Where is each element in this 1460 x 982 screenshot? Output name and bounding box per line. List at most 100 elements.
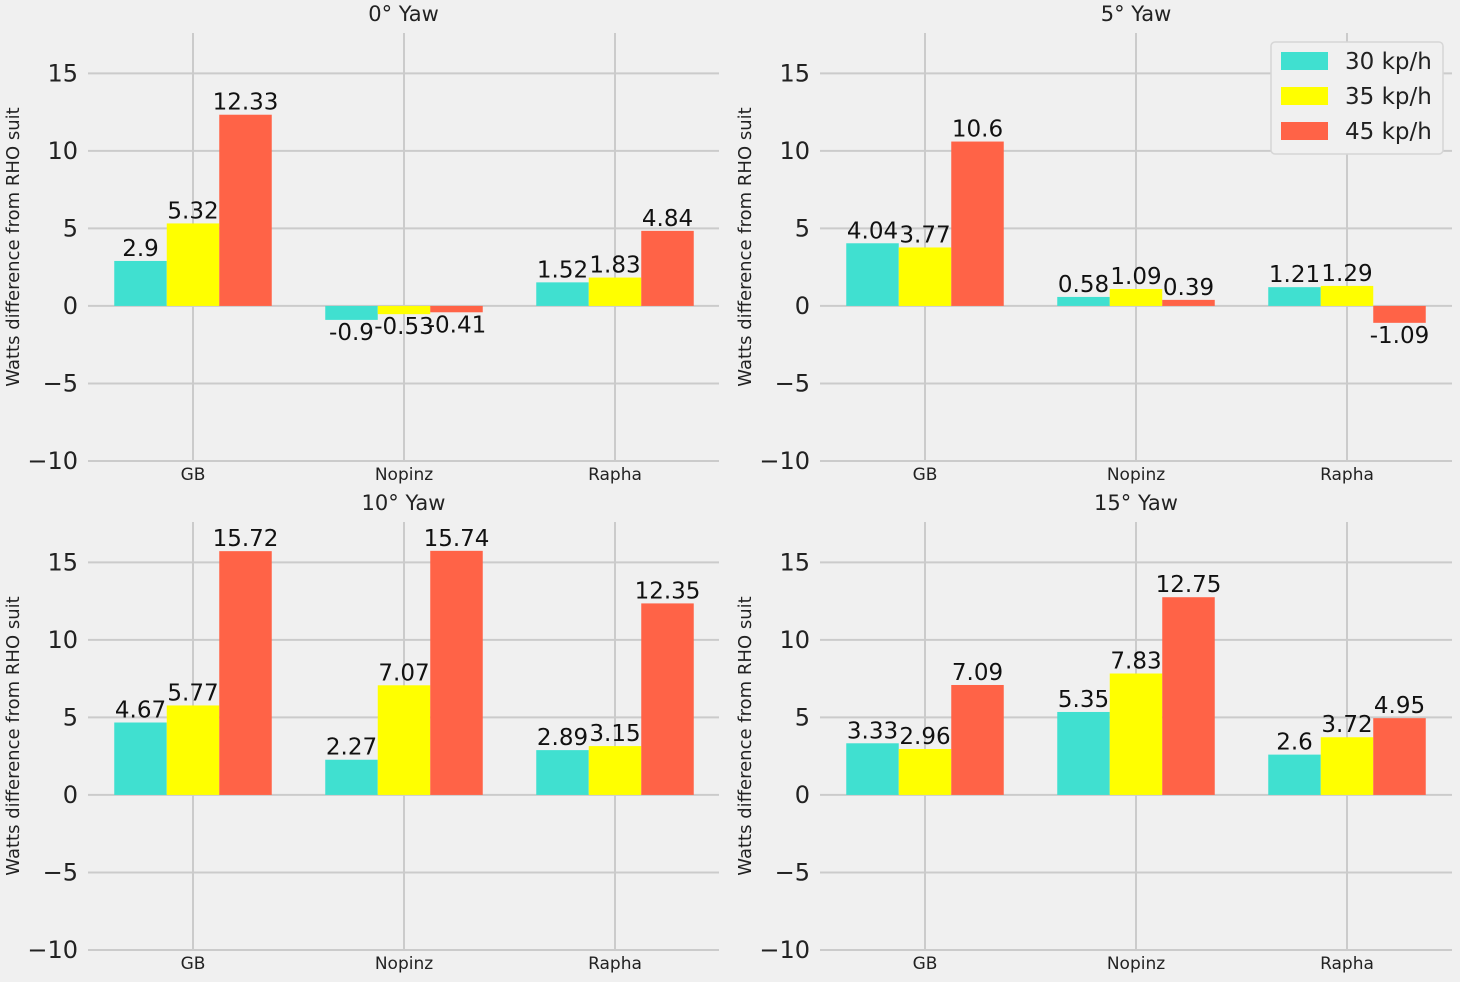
panel-2-data-label: -1.09	[1370, 323, 1430, 349]
panel-1-ytick-label: 0	[63, 292, 78, 320]
panel-2-bar	[1320, 285, 1374, 306]
panel-1-bar	[641, 230, 694, 306]
panel-2-ytick-label: 10	[779, 137, 810, 165]
panel-1-ytick-label: 5	[63, 214, 78, 242]
panel-1-title: 0° Yaw	[368, 2, 439, 26]
panel-3-data-label: 12.35	[635, 578, 701, 604]
panel-1-bar	[377, 305, 431, 315]
panel-3-bar	[588, 746, 642, 795]
panel-1-bar	[536, 282, 589, 306]
panel-1-data-label: 1.52	[537, 257, 588, 283]
panel-3-bar	[325, 759, 378, 795]
panel-3-title: 10° Yaw	[362, 491, 446, 515]
panel-1-data-label: 12.33	[213, 90, 279, 116]
legend-label: 30 kp/h	[1345, 49, 1432, 75]
panel-2-bar	[1268, 287, 1321, 306]
panel-2-xtick-label: Nopinz	[1107, 465, 1165, 485]
panel-4-xtick-label: Nopinz	[1107, 954, 1165, 974]
panel-2-data-label: 1.29	[1321, 261, 1372, 287]
panel-3-xtick-label: Rapha	[588, 954, 642, 974]
panel-3-ytick-label: −10	[27, 936, 78, 964]
panel-4-bar	[1162, 597, 1215, 795]
panel-3-bar	[430, 550, 483, 795]
panel-4-bar	[1373, 718, 1426, 795]
panel-4-ytick-label: −10	[759, 936, 810, 964]
panel-2-data-label: 0.58	[1058, 272, 1109, 298]
panel-1-bar	[114, 260, 167, 306]
panel-3-ytick-label: 15	[47, 548, 78, 576]
panel-4-data-label: 2.96	[899, 724, 950, 750]
legend-swatch	[1281, 122, 1328, 140]
panel-2-ytick-label: 5	[795, 214, 810, 242]
panel-1-bar	[166, 223, 220, 306]
panel-3-data-label: 5.77	[167, 680, 218, 706]
panel-4-ytick-label: 10	[779, 626, 810, 654]
panel-3-data-label: 2.27	[326, 735, 377, 761]
legend-label: 35 kp/h	[1345, 84, 1432, 110]
panel-3-data-label: 7.07	[378, 660, 429, 686]
panel-1-data-label: -0.9	[329, 320, 374, 346]
panel-3-bar	[641, 603, 694, 795]
panel-2-y-axis-label: Watts difference from RHO suit	[735, 107, 756, 386]
panel-1-xtick-label: GB	[181, 465, 206, 485]
panel-2-ytick-label: −10	[759, 447, 810, 475]
panel-2-bar	[951, 141, 1004, 306]
panel-4-data-label: 12.75	[1156, 572, 1222, 598]
panel-1-data-label: 2.9	[122, 236, 159, 262]
panel-4-bar	[846, 743, 899, 795]
panel-4-data-label: 3.72	[1321, 712, 1372, 738]
panel-3-bar	[114, 722, 167, 795]
panel-3-ytick-label: 0	[63, 781, 78, 809]
panel-3-xtick-label: Nopinz	[375, 954, 433, 974]
panel-4-bar	[898, 749, 952, 795]
panel-4-data-label: 4.95	[1374, 693, 1425, 719]
panel-2-xtick-label: Rapha	[1320, 465, 1374, 485]
panel-2-bar	[1162, 299, 1215, 306]
panel-4-ytick-label: 15	[779, 548, 810, 576]
panel-2-data-label: 0.39	[1163, 275, 1214, 301]
panel-2-data-label: 10.6	[952, 117, 1003, 143]
panel-3-bar	[536, 750, 589, 795]
panel-3-ytick-label: 10	[47, 626, 78, 654]
panel-1-ytick-label: 10	[47, 137, 78, 165]
panel-4-data-label: 2.6	[1276, 730, 1313, 756]
panel-1-y-axis-label: Watts difference from RHO suit	[3, 107, 24, 386]
panel-4-data-label: 5.35	[1058, 687, 1109, 713]
panel-3-bar	[166, 705, 220, 795]
panel-4-data-label: 3.33	[847, 718, 898, 744]
panel-2-xtick-label: GB	[913, 465, 938, 485]
panel-1-ytick-label: −10	[27, 447, 78, 475]
panel-3-bar	[377, 685, 431, 795]
panel-1-bar	[430, 305, 483, 313]
panel-4-title: 15° Yaw	[1094, 491, 1178, 515]
panel-3-ytick-label: 5	[63, 703, 78, 731]
panel-4-y-axis-label: Watts difference from RHO suit	[735, 596, 756, 875]
panel-1-data-label: 1.83	[589, 253, 640, 279]
panel-3-data-label: 15.74	[424, 526, 490, 552]
panel-1-data-label: 5.32	[167, 198, 218, 224]
panel-3-data-label: 3.15	[589, 721, 640, 747]
panel-3-data-label: 4.67	[115, 698, 166, 724]
panel-2-bar	[1373, 305, 1426, 323]
panel-2-data-label: 4.04	[847, 218, 898, 244]
panel-3-data-label: 15.72	[213, 526, 279, 552]
panel-1-ytick-label: 15	[47, 59, 78, 87]
panel-3-y-axis-label: Watts difference from RHO suit	[3, 596, 24, 875]
panel-1-xtick-label: Nopinz	[375, 465, 433, 485]
panel-4-bar	[1320, 737, 1374, 795]
panel-1-bar	[588, 277, 642, 306]
panel-2-bar	[1057, 296, 1110, 306]
panel-4-bar	[1057, 711, 1110, 795]
legend-label: 45 kp/h	[1345, 119, 1432, 145]
panel-1-bar	[219, 114, 272, 306]
panel-2-ytick-label: 0	[795, 292, 810, 320]
panel-4-ytick-label: 0	[795, 781, 810, 809]
panel-1-bar	[325, 305, 378, 320]
panel-1-data-label: -0.53	[374, 314, 434, 340]
panel-3-xtick-label: GB	[181, 954, 206, 974]
panel-2-bar	[1109, 289, 1163, 306]
panel-2-data-label: 1.21	[1269, 262, 1320, 288]
panel-4-xtick-label: Rapha	[1320, 954, 1374, 974]
